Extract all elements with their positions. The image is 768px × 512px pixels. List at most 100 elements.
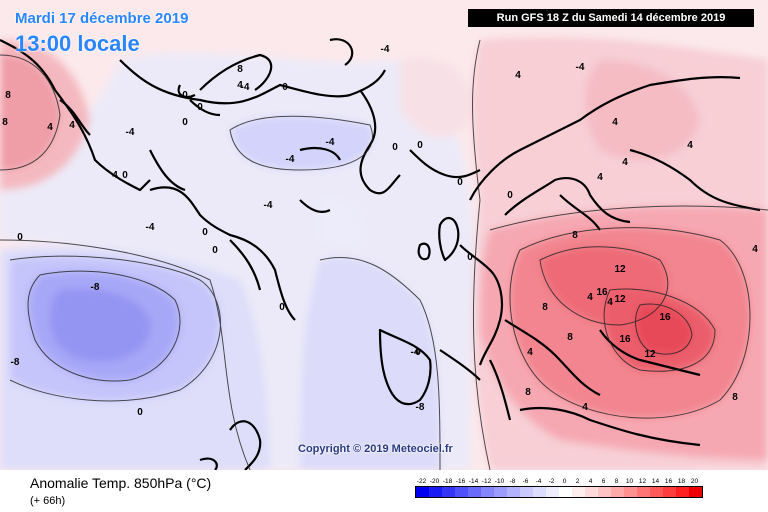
contour-label: 0 (507, 190, 513, 201)
scale-swatch (533, 487, 546, 497)
contour-label: 0 (417, 140, 423, 151)
contour-label: 4 (687, 140, 693, 151)
scale-swatch (429, 487, 442, 497)
contour-label: -4 (264, 200, 273, 211)
contour-label: 4 (612, 117, 618, 128)
contour-label: 0 (197, 102, 203, 113)
contour-label: 0 (212, 245, 218, 256)
contour-label: -4 (126, 127, 135, 138)
contour-label: 4 (515, 70, 521, 81)
contour-label: -8 (416, 402, 425, 413)
scale-label: 2 (575, 478, 580, 485)
contour-label: 8 (525, 387, 531, 398)
anomaly-shading (0, 37, 768, 470)
scale-label: -2 (548, 478, 555, 485)
contour-label: 4 (622, 157, 628, 168)
contour-label: 4 (607, 297, 613, 308)
scale-swatch (572, 487, 585, 497)
scale-label: 10 (625, 478, 634, 485)
scale-swatch (663, 487, 676, 497)
scale-swatch (598, 487, 611, 497)
contour-label: 12 (614, 294, 626, 305)
contour-label: 8 (5, 90, 11, 101)
scale-label: 6 (601, 478, 606, 485)
scale-label: -14 (468, 478, 479, 485)
scale-label: 14 (651, 478, 660, 485)
contour-label: 0 (122, 170, 128, 181)
scale-label: 4 (588, 478, 593, 485)
contour-label: 8 (237, 64, 243, 75)
scale-swatch (650, 487, 663, 497)
scale-label: -16 (455, 478, 466, 485)
scale-label: -20 (429, 478, 440, 485)
scale-swatch (468, 487, 481, 497)
contour-label: 0 (457, 177, 463, 188)
coastlines (0, 38, 761, 470)
contour-label: 4 (112, 170, 118, 181)
copyright-notice: Copyright © 2019 Meteociel.fr (298, 443, 453, 455)
scale-swatch (455, 487, 468, 497)
contour-label: -4 (286, 154, 295, 165)
scale-swatch (689, 487, 702, 497)
contour-label: 0 (182, 117, 188, 128)
run-info-banner: Run GFS 18 Z du Samedi 14 décembre 2019 (468, 9, 754, 27)
scale-label: 0 (562, 478, 567, 485)
scale-swatch (624, 487, 637, 497)
contour-label: 16 (659, 312, 671, 323)
scale-label: -10 (494, 478, 505, 485)
contour-label: 4 (47, 122, 53, 133)
map-variable-title: Anomalie Temp. 850hPa (°C) (30, 475, 212, 491)
contour-label: 12 (644, 349, 656, 360)
contour-label: 16 (619, 334, 631, 345)
scale-swatch (520, 487, 533, 497)
contour-label: 0 (415, 347, 421, 358)
contour-label: 8 (572, 230, 578, 241)
scale-label: -12 (481, 478, 492, 485)
contour-label: -4 (241, 82, 250, 93)
scale-swatch (546, 487, 559, 497)
isotherm-lines (0, 39, 768, 470)
contour-label: 8 (732, 392, 738, 403)
scale-swatch (611, 487, 624, 497)
contour-label: -4 (326, 137, 335, 148)
contour-label: 0 (17, 232, 23, 243)
scale-swatch (676, 487, 689, 497)
color-scale-bar (415, 486, 703, 498)
contour-label: 4 (69, 120, 75, 131)
contour-label: 8 (542, 302, 548, 313)
scale-swatch (442, 487, 455, 497)
contour-label: 12 (614, 264, 626, 275)
contour-label: 0 (137, 407, 143, 418)
contour-label: -4 (576, 62, 585, 73)
scale-label: 18 (677, 478, 686, 485)
anomaly-map: -4 -4 -4 -4 -4 -4 -4 -4 -4 -8 -8 -8 0 0 0 0 0 0 0 0 0 0 0 0 0 0 0 0… (0, 0, 768, 470)
scale-swatch (494, 487, 507, 497)
contour-label: -8 (11, 357, 20, 368)
forecast-date: Mardi 17 décembre 2019 (15, 10, 189, 27)
scale-label: -22 (416, 478, 427, 485)
scale-label: -4 (535, 478, 542, 485)
contour-label: 0 (202, 227, 208, 238)
contour-label: 8 (567, 332, 573, 343)
scale-label: -18 (442, 478, 453, 485)
contour-label: 0 (467, 252, 473, 263)
scale-label: -6 (522, 478, 529, 485)
contour-label: -8 (91, 282, 100, 293)
map-footer: Anomalie Temp. 850hPa (°C) (+ 66h) -22 -2… (0, 470, 768, 512)
scale-swatch (481, 487, 494, 497)
contour-label: 4 (752, 244, 758, 255)
map-canvas: -4-4-4-4-4-4-4-4-4-8-8-80000000000000000… (0, 0, 768, 470)
contour-label: 4 (237, 80, 243, 91)
contour-label: 4 (527, 347, 533, 358)
scale-label: 8 (614, 478, 619, 485)
scale-swatch (559, 487, 572, 497)
contour-label: 0 (282, 82, 288, 93)
contour-label: 4 (587, 292, 593, 303)
scale-label: 20 (690, 478, 699, 485)
scale-label: -8 (509, 478, 516, 485)
contour-label: -4 (381, 44, 390, 55)
color-scale-labels: -22 -20 -18 -16 -14 -12 -10 -8 -6 -4 -2 0 2 4 6 8 10 12 14… (415, 478, 703, 485)
contour-label: 0 (182, 90, 188, 101)
scale-swatch (416, 487, 429, 497)
contour-label: 0 (392, 142, 398, 153)
